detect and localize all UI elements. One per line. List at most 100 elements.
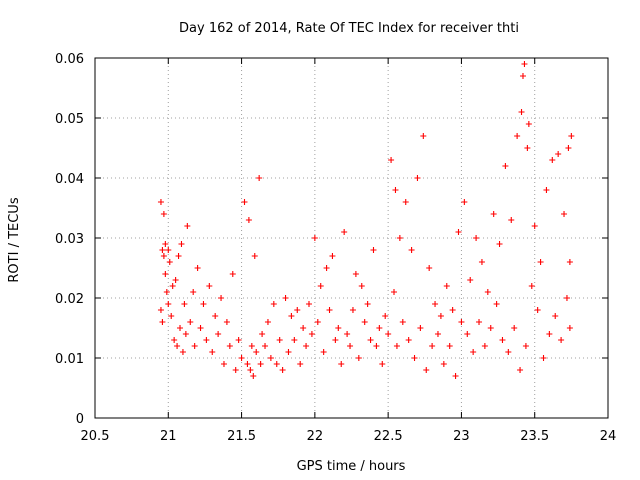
data-point: [256, 175, 263, 181]
data-point: [264, 319, 271, 325]
data-point: [434, 331, 441, 337]
data-point: [259, 331, 266, 337]
x-tick-labels: 20.5 21 21.5 22 22.5 23 23.5 24: [81, 429, 617, 444]
data-point: [184, 223, 191, 229]
y-tick-labels: 0 0.01 0.02 0.03 0.04 0.05 0.06: [55, 52, 84, 427]
data-point: [314, 319, 321, 325]
data-point: [565, 145, 572, 151]
data-point: [502, 163, 509, 169]
data-point: [519, 73, 526, 79]
data-point: [300, 325, 307, 331]
data-point: [392, 187, 399, 193]
data-point: [420, 133, 427, 139]
data-point: [352, 271, 359, 277]
y-tick-label: 0.06: [55, 52, 84, 67]
y-tick-label: 0: [76, 412, 84, 427]
data-point: [429, 343, 436, 349]
data-point: [317, 283, 324, 289]
data-point: [355, 355, 362, 361]
data-point: [179, 349, 186, 355]
data-point: [349, 307, 356, 313]
data-point: [320, 349, 327, 355]
data-point: [276, 337, 283, 343]
plot-frame: [94, 57, 609, 419]
data-point: [181, 301, 188, 307]
data-point: [282, 295, 289, 301]
data-point: [279, 367, 286, 373]
data-point: [440, 361, 447, 367]
data-point: [175, 253, 182, 259]
chart-title: Day 162 of 2014, Rate Of TEC Index for r…: [179, 21, 519, 36]
data-point: [522, 343, 529, 349]
data-point: [566, 259, 573, 265]
data-point: [552, 313, 559, 319]
data-point: [537, 259, 544, 265]
data-point: [209, 349, 216, 355]
data-point: [437, 313, 444, 319]
data-point: [244, 361, 251, 367]
data-point: [197, 325, 204, 331]
data-point: [344, 331, 351, 337]
data-point: [200, 301, 207, 307]
data-point: [518, 109, 525, 115]
data-point: [399, 319, 406, 325]
data-point: [338, 361, 345, 367]
data-point: [461, 199, 468, 205]
data-point: [163, 289, 170, 295]
data-point: [335, 325, 342, 331]
data-point: [396, 235, 403, 241]
data-point: [250, 373, 257, 379]
data-point: [326, 307, 333, 313]
x-tick-label: 23: [453, 429, 470, 444]
grid-lines: [95, 58, 608, 418]
data-point: [203, 337, 210, 343]
data-point: [248, 343, 255, 349]
data-point: [490, 211, 497, 217]
data-point: [305, 301, 312, 307]
data-point: [376, 325, 383, 331]
data-point: [191, 343, 198, 349]
data-point: [393, 343, 400, 349]
data-point: [391, 289, 398, 295]
x-tick-label: 21.5: [227, 429, 256, 444]
x-axis-title: GPS time / hours: [297, 459, 406, 474]
data-point: [446, 343, 453, 349]
data-point: [543, 187, 550, 193]
data-point: [226, 343, 233, 349]
data-point: [411, 355, 418, 361]
y-tick-label: 0.05: [55, 112, 84, 127]
data-point: [487, 325, 494, 331]
data-point: [561, 211, 568, 217]
data-point: [285, 349, 292, 355]
data-point: [235, 337, 242, 343]
data-point: [178, 241, 185, 247]
data-point: [270, 301, 277, 307]
data-point: [417, 325, 424, 331]
data-point: [364, 301, 371, 307]
data-point: [525, 121, 532, 127]
data-point: [388, 157, 395, 163]
y-axis-title: ROTI / TECUs: [7, 197, 22, 282]
data-point: [566, 325, 573, 331]
data-point: [473, 235, 480, 241]
data-point: [367, 337, 374, 343]
data-point: [373, 343, 380, 349]
data-point: [171, 337, 178, 343]
data-point: [467, 277, 474, 283]
data-point: [177, 325, 184, 331]
data-point: [521, 61, 528, 67]
y-tick-label: 0.04: [55, 172, 84, 187]
data-point: [379, 361, 386, 367]
data-point: [408, 247, 415, 253]
data-point: [162, 271, 169, 277]
data-point: [370, 247, 377, 253]
data-point: [159, 247, 166, 253]
data-point: [247, 367, 254, 373]
data-point: [528, 283, 535, 289]
data-point: [508, 217, 515, 223]
data-point: [238, 355, 245, 361]
y-tick-label: 0.01: [55, 352, 84, 367]
data-point: [229, 271, 236, 277]
data-point: [187, 319, 194, 325]
